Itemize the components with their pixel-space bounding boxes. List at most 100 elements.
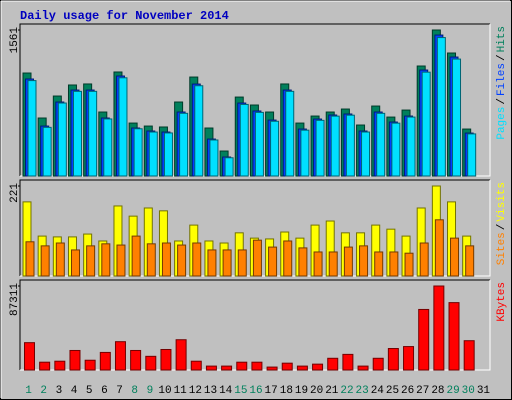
bar [450, 237, 460, 277]
bar [315, 119, 325, 177]
bar [252, 239, 262, 277]
bar [25, 241, 35, 277]
bar [391, 122, 401, 177]
x-tick-label: 1 [25, 385, 32, 397]
bar [161, 242, 171, 277]
legend-entry: Pages [496, 107, 508, 140]
bar [114, 341, 126, 371]
bar [372, 357, 384, 371]
bar [130, 349, 142, 371]
bar [194, 85, 204, 177]
x-tick-label: 7 [116, 385, 123, 397]
bar [254, 111, 264, 177]
x-tick-label: 2 [40, 385, 47, 397]
x-tick-label: 22 [340, 385, 353, 397]
bar [192, 242, 202, 277]
bar [86, 245, 96, 277]
bar [421, 71, 431, 177]
bar [224, 157, 234, 177]
bar [434, 219, 444, 277]
bar [328, 251, 338, 277]
bar [361, 131, 371, 177]
x-tick-label: 26 [401, 385, 414, 397]
x-tick-label: 4 [71, 385, 78, 397]
bar [221, 365, 233, 371]
legend-separator: / [496, 54, 508, 61]
bar [465, 245, 475, 277]
x-tick-label: 11 [174, 385, 188, 397]
x-tick-label: 3 [56, 385, 63, 397]
bar [118, 77, 128, 177]
chart-title: Daily usage for November 2014 [20, 9, 229, 23]
legend-separator: / [496, 98, 508, 105]
x-tick-label: 10 [158, 385, 171, 397]
bar [467, 133, 477, 177]
bar [298, 247, 308, 277]
bar [88, 90, 98, 177]
bar [268, 246, 278, 277]
legend-entry: Hits [496, 26, 508, 52]
bar [209, 139, 219, 177]
x-tick-label: 29 [446, 385, 459, 397]
bar [251, 361, 263, 371]
bar [359, 245, 369, 277]
bar [389, 251, 399, 277]
legend: KBytes [496, 282, 508, 322]
bar [72, 90, 82, 177]
bar [205, 365, 217, 371]
x-tick-label: 23 [356, 385, 369, 397]
x-tick-label: 25 [386, 385, 399, 397]
bar [163, 132, 173, 177]
bar [70, 249, 80, 277]
x-tick-label: 6 [101, 385, 108, 397]
bar [55, 242, 65, 277]
x-tick-label: 17 [265, 385, 278, 397]
x-tick-label: 21 [325, 385, 339, 397]
bar [84, 359, 96, 371]
bar [281, 362, 293, 371]
x-tick-label: 8 [131, 385, 138, 397]
legend-entry: KBytes [496, 282, 508, 322]
y-tick-label: 1561 [9, 27, 21, 54]
x-tick-label: 31 [477, 385, 491, 397]
bar [463, 340, 475, 371]
bar [345, 114, 355, 177]
bar [24, 342, 35, 371]
bar [99, 351, 111, 371]
panel-border [19, 23, 490, 176]
bar [222, 249, 232, 277]
bar [436, 37, 446, 177]
legend: Sites/ Visits [496, 182, 508, 265]
legend-entry: Files [496, 63, 508, 96]
bar [357, 365, 369, 371]
bar [374, 251, 384, 277]
x-tick-label: 20 [310, 385, 323, 397]
bar [145, 355, 157, 371]
bar [300, 129, 310, 177]
bar [343, 246, 353, 277]
bar [283, 240, 293, 277]
x-tick-label: 14 [219, 385, 233, 397]
y-tick-label: 87311 [9, 283, 21, 316]
bar [177, 244, 187, 277]
bar [148, 131, 158, 177]
bar [179, 112, 189, 177]
bar [376, 112, 386, 177]
bar [39, 361, 51, 371]
x-tick-label: 27 [416, 385, 429, 397]
y-tick-label: 221 [9, 183, 21, 203]
bar [433, 285, 445, 371]
bar [133, 128, 143, 177]
bar [285, 90, 295, 177]
bar [418, 308, 430, 371]
bar [327, 357, 339, 371]
x-tick-label: 30 [462, 385, 475, 397]
legend-separator: / [496, 224, 508, 231]
x-tick-label: 5 [86, 385, 93, 397]
x-tick-label: 18 [280, 385, 293, 397]
x-tick-label: 13 [204, 385, 217, 397]
bar [313, 251, 323, 277]
bar [101, 243, 111, 277]
bar [236, 361, 248, 371]
